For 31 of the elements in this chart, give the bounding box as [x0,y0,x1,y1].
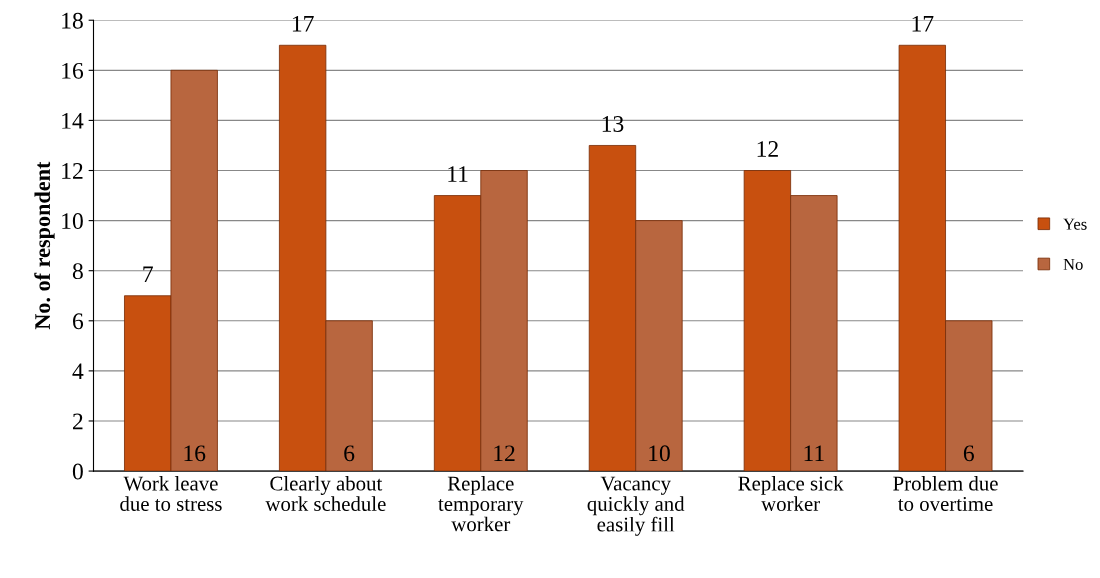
data-label: 11 [804,445,824,462]
data-label: 17 [292,15,314,32]
data-label: 12 [494,445,515,462]
data-label: 13 [602,116,624,132]
y-tick-label: 18 [62,12,83,29]
x-tick-label: Problem due to overtime [893,475,998,511]
y-tick-label: 8 [72,263,83,280]
data-label: 11 [448,166,468,182]
data-label: 10 [649,445,670,462]
y-tick-label: 0 [72,463,83,480]
data-label: 16 [184,445,206,462]
y-tick-label: 12 [62,163,83,179]
data-label: 12 [757,141,778,157]
y-tick-label: 10 [62,213,83,230]
data-label: 17 [912,15,934,32]
x-tick-label: Vacancy quickly and easily fill [587,476,685,536]
data-label: 6 [344,445,355,462]
y-tick-label: 2 [73,413,83,430]
legend-label: Yes [1063,218,1087,230]
x-tick-label: Replace temporary worker [438,475,524,532]
x-tick-label: Work leave due to stress [120,475,222,511]
x-tick-label: Replace sick worker [738,475,844,511]
data-label: 6 [963,445,974,462]
y-axis-title: No. of respondent [34,161,55,330]
legend-label: No [1063,258,1083,270]
x-tick-label: Clearly about work schedule [265,475,386,511]
y-tick-label: 4 [72,363,84,380]
y-tick-label: 14 [62,113,84,129]
y-tick-label: 6 [72,313,84,330]
data-label: 7 [143,266,153,282]
y-tick-label: 16 [62,62,84,79]
